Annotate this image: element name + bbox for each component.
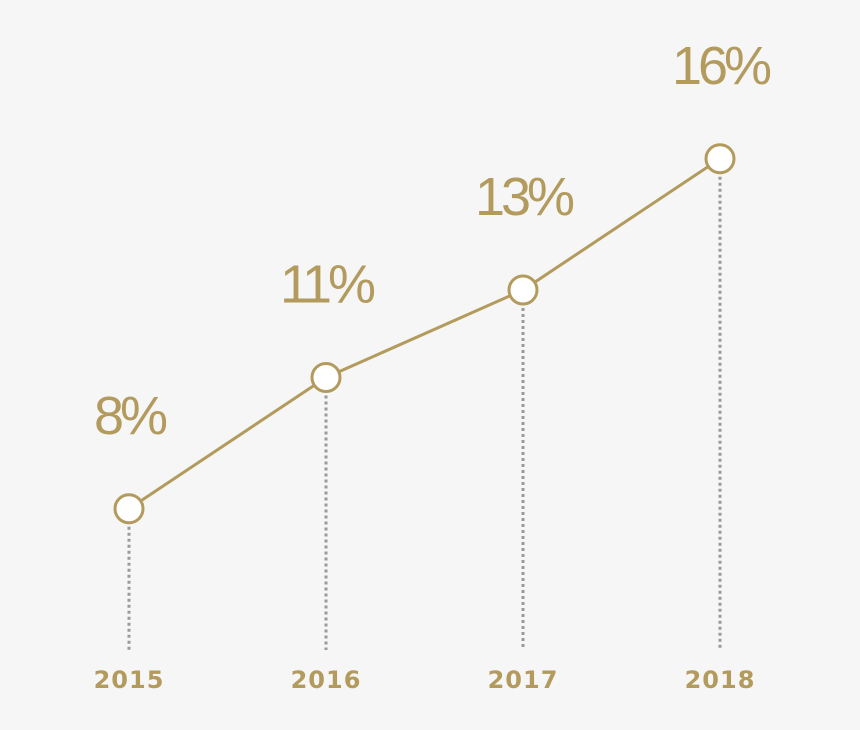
data-point-2016 (310, 362, 342, 393)
x-tick-label-2017: 2017 (488, 666, 559, 694)
data-label-2016: 11% (280, 255, 375, 315)
x-tick-label-2018: 2018 (685, 666, 756, 694)
value-labels: 8% 11% 13% 16% (94, 36, 775, 446)
x-axis-tick-labels: 2015 2016 2017 2018 (94, 666, 756, 694)
data-label-2018: 16% (672, 36, 771, 96)
x-tick-label-2015: 2015 (94, 666, 165, 694)
x-tick-label-2016: 2016 (291, 666, 362, 694)
data-point-2017 (507, 274, 539, 306)
data-label-2015: 8% (94, 386, 167, 446)
drop-lines (127, 176, 722, 650)
data-label-2017: 13% (475, 167, 574, 227)
data-point-2015 (113, 493, 145, 525)
data-point-2018 (704, 143, 736, 175)
series-line (128, 157, 721, 510)
markers (113, 143, 736, 525)
